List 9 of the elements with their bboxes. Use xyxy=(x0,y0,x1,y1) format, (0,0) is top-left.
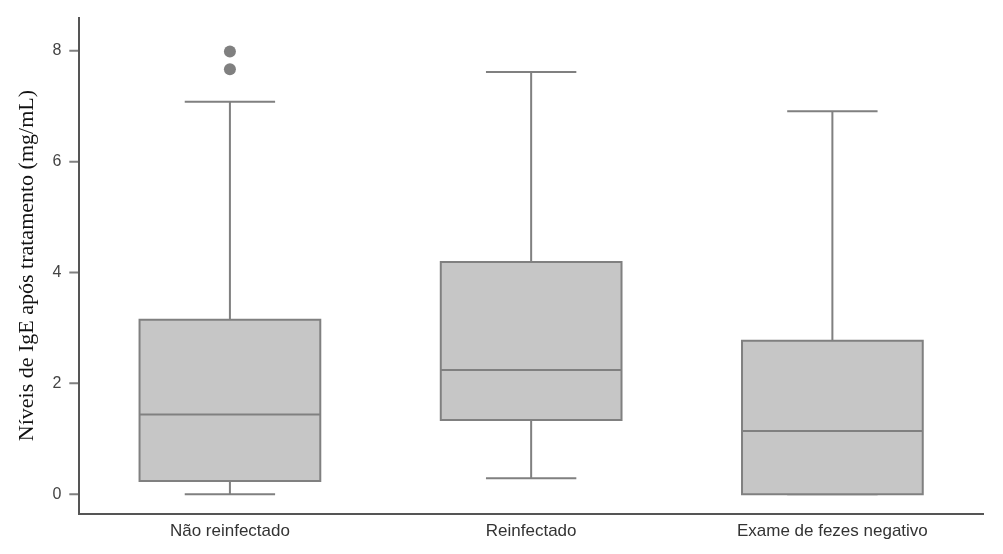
y-tick-label: 6 xyxy=(52,152,62,170)
x-tick-label: Reinfectado xyxy=(485,521,577,541)
y-tick-label: 0 xyxy=(52,484,62,502)
y-tick-label: 2 xyxy=(52,373,62,391)
y-axis-title: Níveis de IgE após tratamento (mg/mL) xyxy=(12,89,38,442)
x-tick-label: Não reinfectado xyxy=(169,521,290,541)
y-tick-label: 4 xyxy=(52,262,62,280)
x-tick-label: Exame de fezes negativo xyxy=(736,521,928,541)
y-tick-label: 8 xyxy=(52,41,62,59)
